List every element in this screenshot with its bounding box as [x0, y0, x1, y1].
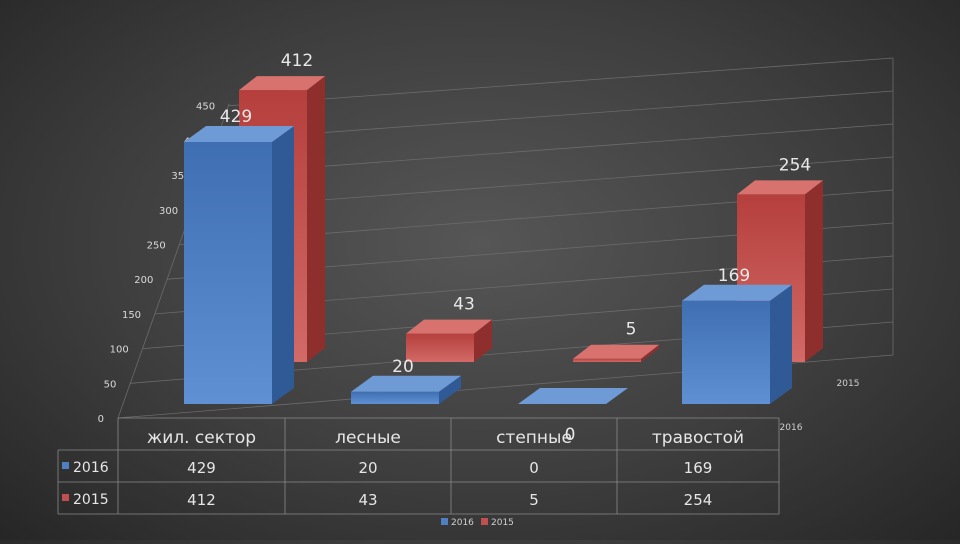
legend-label-2015: 2015: [491, 518, 514, 528]
table-header-степные: степные: [496, 428, 572, 448]
bar-2016-жил-сектор: [184, 126, 294, 405]
data-table: жил. сектор лесные степные травостой 2016 429…: [57, 417, 780, 515]
data-label-2016-лесные: 20: [392, 357, 414, 377]
bar-2015-травостой-top: [737, 180, 823, 195]
table-cell-2015-травостой: 254: [684, 491, 713, 509]
table-cell-2016-травостой: 169: [684, 459, 713, 477]
data-label-2015-травостой: 254: [779, 155, 811, 175]
data-label-2016-степные: 0: [565, 425, 576, 445]
bar-2016-травостой-side: [770, 284, 792, 404]
bar-2016-травостой-front: [682, 300, 770, 404]
y-tick-label-0: 0: [98, 414, 104, 425]
y-tick-label-200: 200: [134, 275, 153, 286]
y-tick-label-150: 150: [122, 310, 141, 321]
bar-2015-жил-сектор-side: [307, 76, 325, 362]
bar-2015-степные-top: [573, 344, 659, 359]
legend-key-2016: [441, 518, 448, 525]
gridline-400: [216, 90, 894, 141]
bar-2016-жил-сектор-top: [184, 126, 294, 143]
table-row-label-2016: 2016: [73, 460, 109, 476]
table-cell-2015-степные: 5: [529, 491, 539, 509]
data-label-2015-жил-сектор: 412: [281, 51, 313, 71]
data-label-2015-лесные: 43: [453, 295, 475, 315]
bar-2015-жил-сектор-top: [239, 76, 325, 91]
y-tick-label-50: 50: [104, 379, 117, 390]
y-tick-label-350: 350: [171, 171, 190, 182]
table-header-лесные: лесные: [335, 428, 401, 448]
data-label-2016-жил-сектор: 429: [220, 107, 252, 127]
bar-2015-степные-side: [641, 344, 659, 362]
labels-layer: 412 43 5 254 429 20 0 169: [220, 51, 811, 445]
y-tick-label-300: 300: [159, 206, 178, 217]
bar-2015-лесные-top: [406, 319, 492, 334]
bar-2015-лесные: [406, 319, 492, 362]
y-tick-label-100: 100: [110, 345, 129, 356]
y-tick-label-450: 450: [196, 102, 215, 113]
bar-2015-травостой-side: [805, 180, 823, 362]
bar-2016-жил-сектор-front: [184, 142, 272, 405]
table-cell-2016-лесные: 20: [358, 459, 377, 477]
table-header-жил-сектор: жил. сектор: [147, 428, 256, 448]
table-cell-2015-жил-сектор: 412: [187, 491, 216, 509]
data-label-2016-травостой: 169: [718, 266, 750, 286]
table-cell-2015-лесные: 43: [358, 491, 377, 509]
bars-layer: [184, 76, 823, 405]
table-key-2015: [62, 494, 69, 501]
bar-2016-степные-top: [518, 388, 628, 404]
table-cell-2016-степные: 0: [529, 459, 539, 477]
table-key-2016: [62, 462, 69, 469]
bar-2016-лесные-front: [351, 391, 439, 404]
table-header-травостой: травостой: [652, 428, 744, 448]
bar-2016-лесные-top: [351, 375, 461, 392]
depth-axis-label-2016: 2016: [780, 423, 803, 433]
legend-key-2015: [481, 518, 488, 525]
bar-2015-степные-front: [573, 358, 641, 362]
bar-2015-лесные-front: [406, 333, 474, 362]
bar-2015-лесные-side: [474, 319, 492, 362]
y-tick-label-250: 250: [147, 241, 166, 252]
bar-2016-травостой: [682, 284, 792, 404]
table-row-label-2015: 2015: [73, 492, 109, 508]
bar-2016-жил-сектор-side: [272, 126, 294, 404]
legend: 2016 2015: [441, 518, 514, 528]
data-label-2015-степные: 5: [626, 320, 637, 340]
bar-2016-лесные: [351, 375, 461, 404]
table-cell-2016-жил-сектор: 429: [187, 459, 216, 477]
bar-2015-степные: [573, 344, 659, 362]
depth-axis-label-2015: 2015: [837, 379, 860, 389]
legend-label-2016: 2016: [451, 518, 474, 528]
bar-2016-лесные-side: [439, 375, 461, 404]
gridline-450: [229, 57, 894, 107]
bar-2016-степные: [518, 388, 628, 404]
bar-2016-травостой-top: [682, 284, 792, 301]
